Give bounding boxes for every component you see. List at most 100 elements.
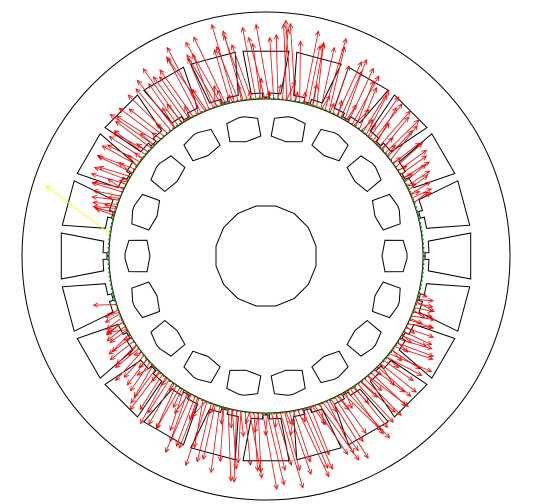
force-vector — [209, 405, 220, 474]
air-gap-node — [405, 183, 408, 186]
force-vector — [135, 88, 172, 132]
force-vector — [186, 54, 218, 107]
force-vector — [320, 403, 326, 426]
force-vector-group — [45, 19, 436, 490]
force-vector — [136, 79, 175, 129]
air-gap-node — [256, 412, 259, 415]
air-gap-node — [232, 409, 235, 412]
force-vector — [297, 40, 303, 103]
rotor-slot — [381, 239, 408, 273]
force-vector — [377, 366, 412, 397]
force-vector — [273, 33, 279, 100]
air-gap-node — [417, 295, 420, 298]
force-vector — [240, 26, 257, 100]
air-gap-node — [107, 263, 110, 266]
force-vector — [372, 103, 403, 142]
force-vector — [230, 44, 253, 100]
force-vector — [413, 309, 426, 319]
force-vector — [166, 103, 183, 124]
air-gap-node — [321, 402, 324, 404]
air-gap-node — [419, 287, 422, 290]
air-gap-ring — [108, 98, 424, 414]
force-vector — [134, 152, 143, 160]
force-vector — [336, 395, 350, 411]
force-vector — [416, 297, 434, 303]
force-vector — [351, 75, 380, 125]
air-gap-node — [109, 279, 112, 282]
air-gap-node — [273, 412, 276, 415]
air-gap-node — [128, 176, 131, 179]
air-gap-node — [325, 109, 328, 112]
rotor-slot — [270, 369, 306, 396]
force-vector — [266, 90, 272, 100]
force-vector — [92, 200, 118, 206]
force-vector — [406, 182, 417, 188]
force-vector — [301, 408, 307, 424]
force-vector — [114, 120, 152, 149]
force-vector — [387, 130, 414, 158]
air-gap-node — [379, 363, 382, 366]
force-vector — [266, 412, 286, 486]
rotor-slot — [346, 155, 382, 193]
force-vector — [337, 99, 344, 117]
air-gap-node — [108, 267, 110, 270]
force-vector — [107, 178, 124, 191]
air-gap-node — [405, 326, 408, 329]
stator-slot — [61, 180, 114, 229]
air-gap-node — [124, 326, 127, 329]
force-vector — [169, 383, 175, 392]
air-gap-node — [370, 138, 373, 140]
air-gap-node — [305, 102, 308, 105]
air-gap-node — [232, 100, 235, 103]
air-gap-node — [293, 100, 296, 103]
air-gap-node — [297, 100, 300, 103]
air-gap-node — [421, 275, 424, 278]
air-gap-node — [216, 404, 219, 407]
force-vector — [178, 397, 200, 449]
force-vector — [111, 132, 149, 153]
force-vector — [312, 41, 326, 107]
force-vector — [235, 410, 242, 464]
force-vector — [96, 154, 136, 170]
air-gap-node — [407, 187, 410, 190]
air-gap-node — [301, 101, 304, 104]
force-vector — [195, 403, 212, 463]
air-gap-node — [142, 155, 145, 158]
air-gap-node — [265, 97, 267, 100]
air-gap-node — [135, 165, 138, 168]
air-gap-node — [297, 409, 300, 412]
force-vector — [267, 36, 275, 100]
force-vector — [109, 113, 155, 146]
force-vector — [209, 404, 215, 415]
force-vector — [309, 406, 330, 456]
air-gap-node — [165, 132, 168, 135]
air-gap-node — [421, 238, 424, 241]
air-gap-node — [128, 333, 131, 336]
force-vector — [217, 407, 225, 463]
force-vector — [282, 28, 291, 100]
force-vector — [213, 49, 231, 104]
force-vector — [406, 170, 431, 187]
air-gap-node — [228, 408, 231, 411]
air-gap-node — [387, 155, 390, 158]
force-vector — [360, 381, 378, 398]
air-gap-node — [119, 315, 122, 318]
force-vector — [236, 84, 242, 101]
force-vector — [106, 144, 141, 163]
air-gap-node — [317, 403, 320, 406]
force-vector — [329, 102, 335, 113]
force-vector — [321, 95, 331, 110]
force-vector — [257, 412, 264, 474]
air-gap-node — [140, 159, 142, 162]
air-gap-node — [414, 206, 417, 209]
air-gap-node — [172, 127, 175, 130]
air-gap-node — [212, 403, 215, 406]
stator-slot — [76, 133, 134, 189]
force-vector — [340, 70, 363, 119]
force-vector — [262, 412, 279, 490]
air-gap-node — [240, 410, 243, 413]
air-gap-node — [153, 366, 156, 369]
air-gap-node — [414, 303, 417, 306]
air-gap-node — [413, 307, 416, 310]
